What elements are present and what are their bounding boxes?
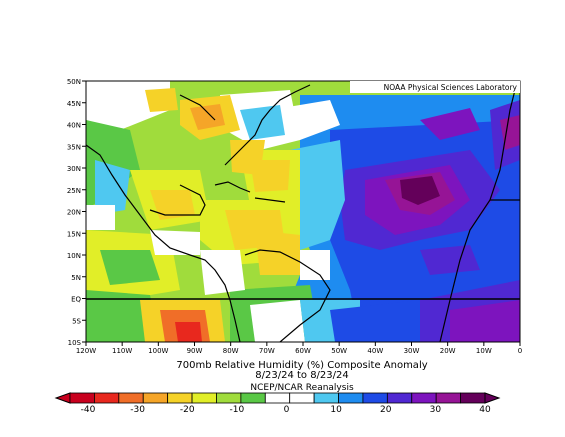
colorbar-segment <box>216 392 242 404</box>
colorbar-segment <box>386 392 413 404</box>
colorbar-segment <box>142 392 169 404</box>
colorbar-tick-label: 30 <box>430 405 442 415</box>
colorbar-segment <box>435 392 461 404</box>
lat-label: 10N <box>67 252 81 260</box>
lat-label: 50N <box>67 78 81 86</box>
lat-label: 20N <box>67 209 81 217</box>
lon-label: 0 <box>518 347 522 355</box>
colorbar-segment <box>69 392 95 404</box>
lat-label: 5S <box>72 317 81 325</box>
lat-label: 10S <box>68 339 82 347</box>
lon-label: 50W <box>331 347 347 355</box>
lat-label: EQ <box>71 296 81 304</box>
colorbar-segment <box>289 392 315 404</box>
colorbar-tick-label: 0 <box>284 405 290 415</box>
colorbar-tick-label: 20 <box>380 405 392 415</box>
colorbar-segment <box>338 392 364 404</box>
data-source: NCEP/NCAR Reanalysis <box>250 383 354 393</box>
colorbar-tick-label: 10 <box>330 405 342 415</box>
colorbar-tick-label: -10 <box>230 405 245 415</box>
coastlines <box>86 84 520 342</box>
lon-label: 10W <box>476 347 492 355</box>
colorbar-tick-label: -30 <box>130 405 145 415</box>
colorbar-segment <box>191 392 217 404</box>
lat-label: 25N <box>67 187 81 195</box>
colorbar-segment <box>240 392 266 404</box>
lat-label: 40N <box>67 122 81 130</box>
colorbar-tick-label: -40 <box>81 405 96 415</box>
lon-label: 100W <box>148 347 168 355</box>
lon-label: 110W <box>112 347 132 355</box>
lon-label: 40W <box>367 347 383 355</box>
lat-label: 15N <box>67 230 81 238</box>
colorbar-segment <box>411 392 437 404</box>
credit-box <box>350 81 520 93</box>
colorbar-tick-label: 40 <box>479 405 491 415</box>
colorbar-segment <box>313 392 339 404</box>
colorbar-segment <box>362 392 388 404</box>
colorbar-segment <box>94 392 120 404</box>
lon-label: 70W <box>259 347 275 355</box>
colorbar-tick-label: -20 <box>180 405 195 415</box>
latitude-axis: 50N 45N 40N 35N 30N 25N 20N 15N 10N 5N EQ 5S 10S <box>67 78 86 347</box>
chart-title: 700mb Relative Humidity (%) Composite An… <box>176 360 427 371</box>
colorbar-segment <box>460 392 486 404</box>
credit-label: NOAA Physical Sciences Laboratory <box>384 83 518 92</box>
colorbar-left-arrow <box>54 392 71 404</box>
lon-label: 60W <box>295 347 311 355</box>
lon-label: 120W <box>76 347 96 355</box>
lon-label: 80W <box>223 347 239 355</box>
lat-label: 35N <box>67 143 81 151</box>
longitude-axis: 120W 110W 100W 90W 80W 70W 60W 50W 40W 30W 20W 10W 0 <box>76 342 522 355</box>
colorbar-segment <box>118 392 144 404</box>
colorbar-right-arrow <box>484 392 501 404</box>
colorbar-segment <box>167 392 193 404</box>
lat-label: 30N <box>67 165 81 173</box>
lat-label: 5N <box>71 274 81 282</box>
lon-label: 30W <box>404 347 420 355</box>
humidity-anomaly-field <box>86 81 520 342</box>
lat-label: 45N <box>67 100 81 108</box>
lon-label: 90W <box>187 347 203 355</box>
colorbar: -40 -30 -20 -10 0 10 20 30 40 <box>54 392 501 415</box>
lon-label: 20W <box>440 347 456 355</box>
colorbar-segment <box>264 392 291 404</box>
date-range: 8/23/24 to 8/23/24 <box>255 370 349 381</box>
